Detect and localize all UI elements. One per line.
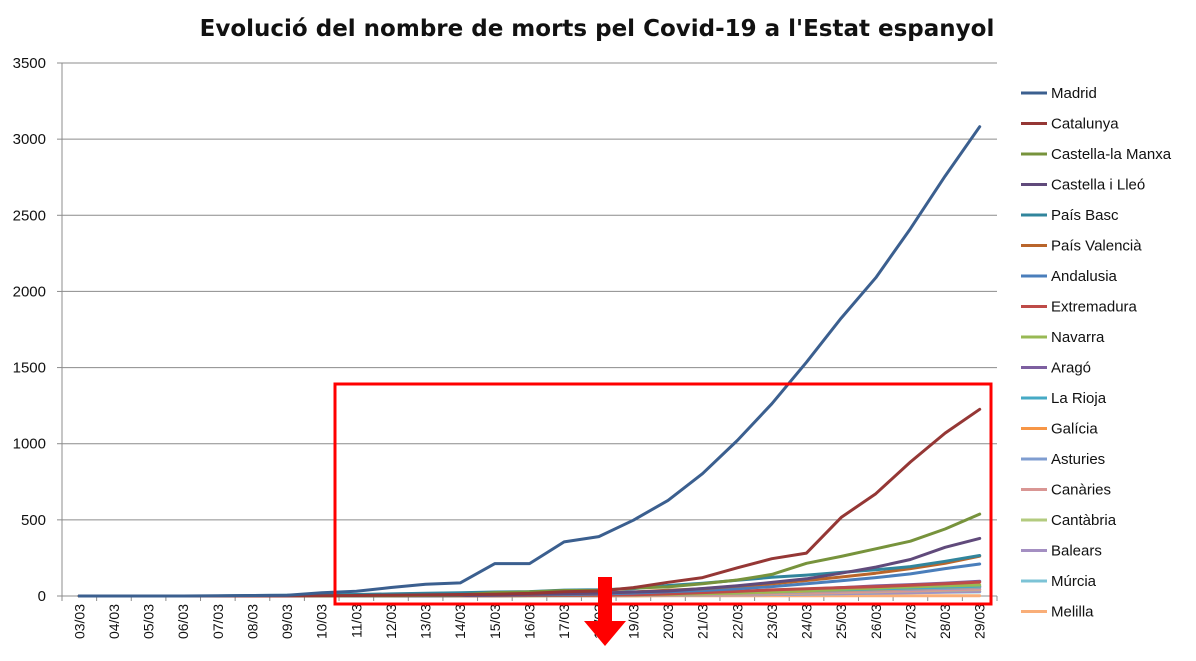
x-tick-label: 11/03 (348, 604, 364, 638)
x-tick-label: 12/03 (383, 604, 399, 639)
x-tick-label: 27/03 (902, 604, 918, 639)
legend-label: Balears (1051, 543, 1102, 560)
legend-label: Castella-la Manxa (1051, 146, 1172, 163)
legend-label: País Valencià (1051, 238, 1142, 255)
y-tick-label: 500 (21, 512, 46, 529)
x-tick-label: 15/03 (487, 604, 503, 639)
series-line (77, 512, 982, 598)
legend-label: Catalunya (1051, 116, 1119, 133)
x-axis-ticks: 03/03 04/03 05/03 06/03 07/03 08/03 09/03 10/03… (61, 596, 998, 639)
legend-label: Andalusia (1051, 268, 1118, 285)
y-tick-label: 0 (38, 588, 46, 605)
series-lines (77, 125, 982, 598)
legend-label: Castella i Lleó (1051, 177, 1145, 194)
x-tick-label: 05/03 (141, 604, 157, 639)
y-tick-label: 1000 (13, 436, 46, 453)
legend-label: Aragó (1051, 360, 1091, 377)
x-tick-label: 29/03 (972, 604, 988, 639)
legend-label: Canàries (1051, 482, 1111, 499)
x-tick-label: 10/03 (314, 604, 330, 639)
x-tick-label: 25/03 (833, 604, 849, 639)
legend-item: Múrcia (1021, 573, 1097, 590)
x-tick-label: 14/03 (452, 604, 468, 639)
y-axis-ticks: 0 500 1000 1500 2000 2500 3000 3500 (13, 55, 62, 605)
series-line (77, 407, 982, 598)
legend-item: La Rioja (1021, 390, 1107, 407)
legend-label: Galícia (1051, 421, 1098, 438)
x-tick-label: 26/03 (868, 604, 884, 639)
legend-label: Navarra (1051, 329, 1105, 346)
legend-item: Canàries (1021, 482, 1111, 499)
x-tick-label: 23/03 (764, 604, 780, 639)
x-tick-label: 04/03 (106, 604, 122, 639)
legend-item: Melilla (1021, 604, 1094, 621)
legend: Madrid Catalunya Castella-la Manxa Castella… (1021, 85, 1172, 621)
x-tick-label: 03/03 (71, 604, 87, 639)
down-arrow-icon (584, 577, 626, 646)
legend-item: País Valencià (1021, 238, 1142, 255)
legend-label: La Rioja (1051, 390, 1107, 407)
x-tick-label: 22/03 (729, 604, 745, 639)
axes (61, 63, 997, 597)
x-tick-label: 13/03 (418, 604, 434, 639)
x-tick-label: 20/03 (660, 604, 676, 639)
legend-item: Castella-la Manxa (1021, 146, 1172, 163)
legend-item: Navarra (1021, 329, 1105, 346)
legend-item: Aragó (1021, 360, 1091, 377)
x-tick-label: 08/03 (244, 604, 260, 639)
legend-item: Madrid (1021, 85, 1097, 102)
legend-item: Castella i Lleó (1021, 177, 1145, 194)
legend-item: Balears (1021, 543, 1102, 560)
legend-item: Asturies (1021, 451, 1105, 468)
legend-item: Extremadura (1021, 299, 1138, 316)
legend-item: Galícia (1021, 421, 1098, 438)
x-tick-label: 09/03 (279, 604, 295, 639)
legend-label: Extremadura (1051, 299, 1138, 316)
legend-item: País Basc (1021, 207, 1119, 224)
legend-item: Catalunya (1021, 116, 1119, 133)
legend-label: País Basc (1051, 207, 1119, 224)
y-tick-label: 3500 (13, 55, 46, 72)
x-tick-label: 28/03 (937, 604, 953, 639)
legend-label: Asturies (1051, 451, 1105, 468)
highlight-box (333, 382, 993, 606)
legend-label: Melilla (1051, 604, 1094, 621)
y-tick-label: 1500 (13, 360, 46, 377)
series-line (77, 125, 982, 598)
y-tick-label: 2000 (13, 283, 46, 300)
legend-label: Cantàbria (1051, 512, 1117, 529)
x-tick-label: 16/03 (522, 604, 538, 639)
gridlines (62, 62, 997, 521)
x-tick-label: 07/03 (210, 604, 226, 639)
legend-item: Andalusia (1021, 268, 1118, 285)
x-tick-label: 19/03 (625, 604, 641, 639)
legend-item: Cantàbria (1021, 512, 1117, 529)
x-tick-label: 17/03 (556, 604, 572, 639)
x-tick-label: 21/03 (695, 604, 711, 639)
y-tick-label: 3000 (13, 131, 46, 148)
legend-label: Madrid (1051, 85, 1097, 102)
x-tick-label: 06/03 (175, 604, 191, 639)
legend-label: Múrcia (1051, 573, 1097, 590)
annotation-overlay (333, 382, 993, 646)
y-tick-label: 2500 (13, 207, 46, 224)
x-tick-label: 24/03 (799, 604, 815, 639)
chart-title: Evolució del nombre de morts pel Covid-1… (200, 16, 995, 42)
